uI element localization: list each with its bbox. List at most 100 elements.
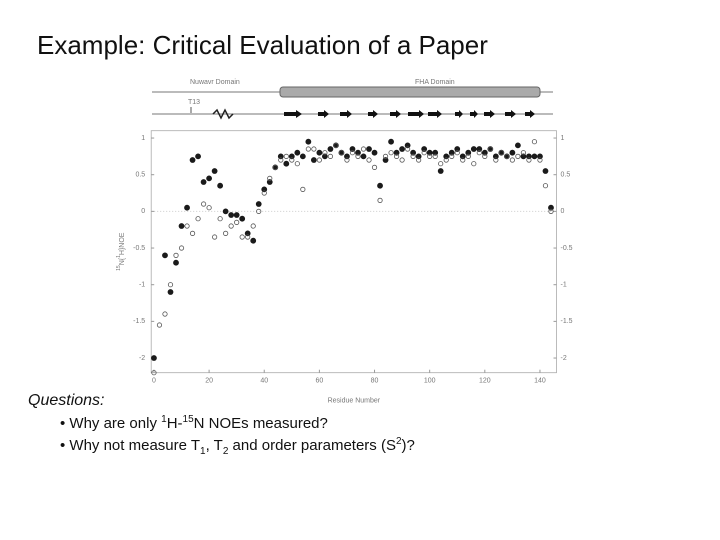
y-tick-label: 0.5 (135, 172, 145, 179)
y2-tick-label: -1.5 (561, 318, 573, 325)
point (278, 157, 284, 163)
point (211, 168, 218, 174)
point (498, 150, 504, 156)
point (454, 146, 461, 152)
point (426, 149, 433, 156)
text: H- (166, 415, 183, 432)
point (371, 164, 378, 170)
point (244, 230, 251, 237)
point (333, 142, 339, 148)
point (542, 183, 549, 189)
questions-heading: Questions: (28, 392, 105, 409)
point (245, 234, 251, 240)
point (482, 153, 488, 159)
point (189, 230, 196, 236)
point (212, 234, 218, 240)
point (178, 245, 185, 251)
point (371, 149, 378, 156)
point (443, 157, 449, 163)
point (531, 139, 538, 145)
y-tick-label: 1 (141, 135, 145, 142)
point (261, 190, 267, 196)
point (349, 146, 356, 152)
point (162, 311, 168, 317)
point (366, 146, 372, 152)
point (217, 216, 223, 222)
point (520, 153, 527, 160)
point (393, 153, 400, 159)
point (438, 161, 444, 167)
point (195, 216, 201, 222)
y-tick-label: -1 (139, 282, 145, 289)
point (151, 370, 157, 376)
x-tick-label: 40 (260, 378, 268, 385)
point (471, 161, 477, 167)
y-tick-label: 0 (141, 208, 145, 215)
point (382, 157, 389, 163)
point (432, 149, 439, 156)
point (222, 208, 229, 215)
point (327, 146, 334, 152)
point (542, 168, 549, 174)
fha-bar (279, 86, 541, 98)
point (261, 186, 268, 193)
text: and order parameters (S (228, 437, 396, 454)
chart: Nuwavr Domain FHA Domain T13 1 1 0.5 0.5 0 0 -… (116, 79, 573, 405)
point (288, 153, 295, 160)
point (415, 153, 422, 160)
point (305, 146, 311, 152)
point (233, 212, 240, 218)
point (178, 223, 185, 229)
point (228, 223, 234, 229)
y-axis-label: 15N{1H}NOE (116, 232, 126, 271)
point (355, 149, 361, 156)
point (167, 289, 174, 295)
point (239, 234, 245, 240)
point (316, 157, 322, 163)
point (283, 160, 290, 167)
text: 2 (222, 446, 229, 457)
text: • Why not measure T (60, 437, 201, 454)
point (217, 182, 224, 189)
point (173, 252, 179, 258)
x-tick-label: 80 (371, 378, 379, 385)
point (206, 175, 213, 182)
point (239, 215, 246, 222)
y2-tick-label: -2 (561, 355, 567, 362)
point (421, 146, 428, 152)
point (338, 150, 345, 156)
point (289, 157, 295, 163)
point (300, 186, 306, 192)
point (250, 237, 257, 244)
point (321, 153, 328, 160)
point (487, 146, 493, 152)
point (255, 201, 262, 207)
point (267, 175, 273, 181)
y-axis-label-part: H}NOE (119, 232, 126, 255)
point (200, 201, 207, 207)
residue-label: T13 (188, 99, 200, 106)
point (448, 149, 455, 156)
point (548, 204, 554, 211)
point (360, 146, 367, 152)
point (206, 205, 212, 211)
questions: Questions: • Why are only 1H-15N NOEs me… (28, 392, 415, 457)
point (404, 142, 411, 149)
point (476, 150, 482, 156)
question: • Why are only 1H-15N NOEs measured? (60, 414, 415, 432)
point (509, 149, 516, 156)
point (504, 153, 510, 159)
point (515, 153, 521, 159)
text: , T (205, 437, 223, 454)
point (266, 179, 273, 185)
x-tick-label: 60 (315, 378, 323, 385)
y-axis-label-part: N{ (119, 257, 126, 265)
point (526, 157, 532, 163)
point (250, 223, 256, 229)
point (311, 146, 317, 152)
point (299, 153, 306, 160)
point (322, 150, 328, 156)
point (195, 153, 201, 160)
point (173, 259, 179, 266)
point (272, 164, 278, 170)
